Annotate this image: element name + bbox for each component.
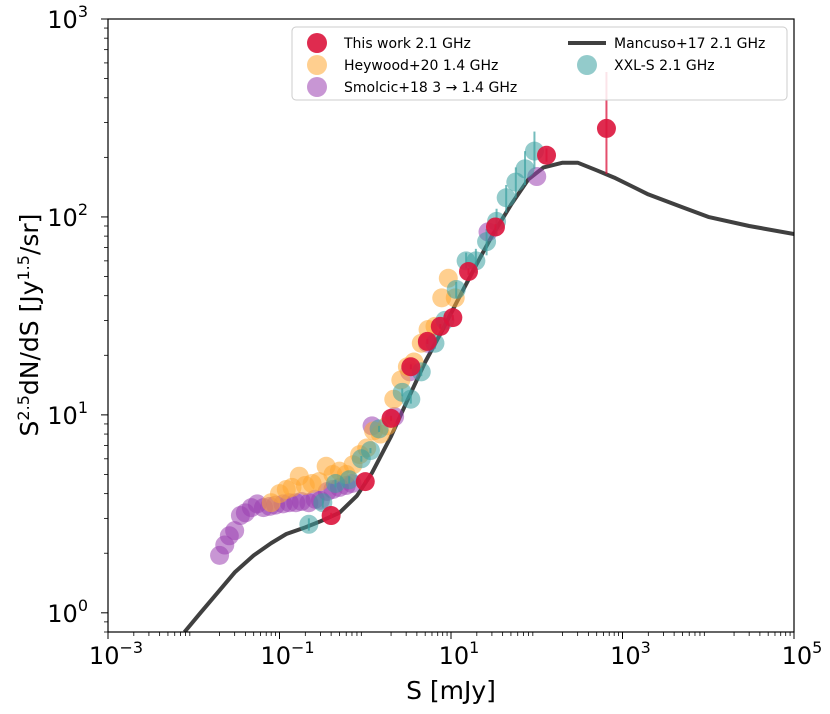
legend-marker (307, 55, 327, 75)
y-tick-label: 102 (47, 200, 88, 232)
data-point (432, 288, 452, 308)
y-tick-label: 101 (47, 398, 88, 430)
legend-item-heywood: Heywood+20 1.4 GHz (307, 55, 498, 75)
series-xxls (299, 131, 544, 534)
x-tick-label: 101 (439, 638, 480, 670)
data-point (381, 408, 401, 428)
data-point (355, 472, 375, 492)
series-this_work (321, 71, 616, 526)
axis-layer: 10−3 10−1 101 103 105 100 101 102 103 (47, 2, 822, 670)
data-point (515, 159, 535, 179)
data-point (360, 441, 380, 461)
data-point (459, 262, 479, 282)
data-point (225, 521, 245, 541)
y-tick-label: 100 (47, 596, 88, 628)
data-point (443, 308, 463, 328)
y-axis-title: S2.5dN/dS [Jy1.5/sr] (14, 214, 44, 437)
data-point (401, 389, 421, 409)
data-point (339, 470, 359, 490)
data-point (321, 506, 341, 526)
data-point (446, 279, 466, 299)
legend-item-this_work: This work 2.1 GHz (307, 33, 471, 53)
legend-marker (307, 77, 327, 97)
data-point (485, 217, 505, 237)
data-point (477, 232, 497, 252)
x-tick-label: 105 (782, 638, 823, 670)
legend-box (291, 26, 788, 101)
data-point (417, 331, 437, 351)
x-tick-label: 10−3 (89, 638, 143, 670)
data-point (299, 514, 319, 534)
legend-marker (307, 33, 327, 53)
data-point (496, 188, 516, 208)
data-point (506, 172, 526, 192)
legend-label: XXL-S 2.1 GHz (614, 58, 715, 74)
x-tick-label: 103 (610, 638, 651, 670)
x-axis-title: S [mJy] (406, 676, 496, 705)
legend-item-mancuso: Mancuso+17 2.1 GHz (568, 36, 765, 52)
y-tick-label: 103 (47, 2, 88, 34)
legend-marker (577, 55, 597, 75)
data-point (401, 357, 421, 377)
legend-label: This work 2.1 GHz (343, 36, 471, 52)
legend-label: Mancuso+17 2.1 GHz (614, 36, 765, 52)
legend-item-smolcic: Smolcic+18 3 → 1.4 GHz (307, 77, 517, 97)
data-point (596, 118, 616, 138)
legend-label: Smolcic+18 3 → 1.4 GHz (344, 80, 517, 96)
series-layer (182, 71, 794, 632)
data-point (537, 145, 557, 165)
legend-item-xxls: XXL-S 2.1 GHz (577, 55, 715, 75)
legend-label: Heywood+20 1.4 GHz (344, 58, 498, 74)
legend: This work 2.1 GHz Heywood+20 1.4 GHz Smolc… (291, 26, 788, 101)
x-tick-label: 10−1 (260, 638, 314, 670)
